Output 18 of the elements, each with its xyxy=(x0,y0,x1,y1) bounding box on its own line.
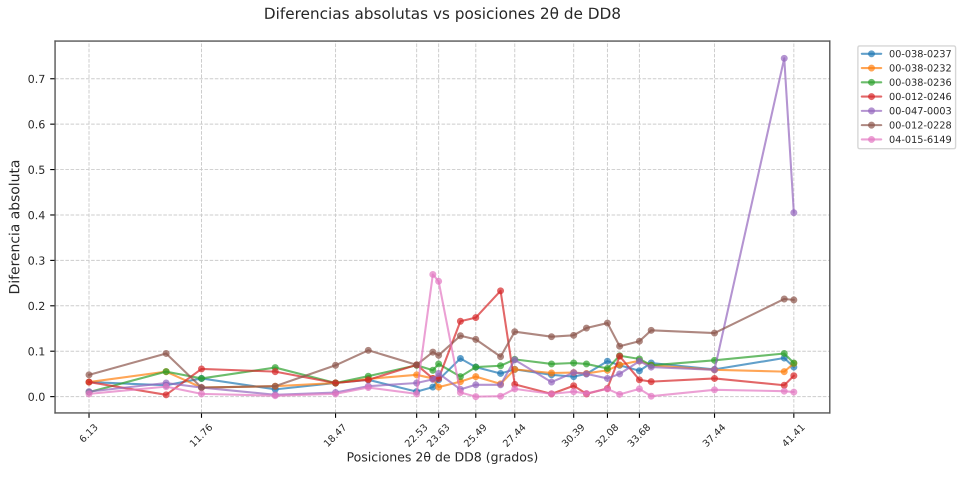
legend-label: 00-038-0237 xyxy=(890,50,951,58)
y-tick-label: 0.2 xyxy=(28,302,44,310)
y-tick-label: 0.7 xyxy=(28,74,44,84)
legend-label: 00-012-0246 xyxy=(890,92,952,100)
chart-title: Diferencias absolutas vs posiciones 2θ de DD8 xyxy=(265,7,620,22)
x-axis-title: Posiciones 2θ de DD8 (grados) xyxy=(348,452,538,464)
legend-label: 00-038-0232 xyxy=(890,64,951,72)
y-tick-label: 0.5 xyxy=(28,166,44,174)
y-tick-label: 0.0 xyxy=(28,392,45,401)
y-tick-label: 0.1 xyxy=(28,347,44,356)
legend-label: 04-015-6149 xyxy=(890,136,952,143)
legend-label: 00-038-0236 xyxy=(890,78,952,86)
y-axis-title: Diferencia absoluta xyxy=(8,160,20,294)
legend-label: 00-012-0228 xyxy=(890,121,952,129)
legend-label: 00-047-0003 xyxy=(890,107,951,114)
y-tick-label: 0.4 xyxy=(28,210,45,220)
y-tick-label: 0.3 xyxy=(28,256,44,265)
y-tick-label: 0.6 xyxy=(28,120,45,129)
